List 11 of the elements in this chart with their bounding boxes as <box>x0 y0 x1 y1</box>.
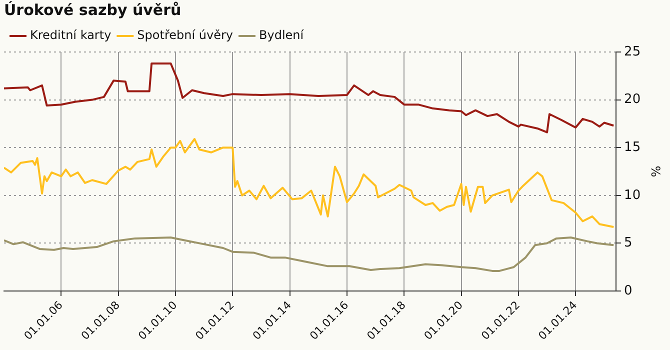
y-tick-label: 5 <box>624 236 632 251</box>
y-tick-label: 25 <box>624 44 641 60</box>
y-tick-label: 20 <box>624 92 641 108</box>
legend-label: Spotřební úvěry <box>137 28 234 42</box>
legend-label: Bydlení <box>258 28 304 42</box>
y-tick-label: 0 <box>624 283 632 298</box>
y-axis-title: % <box>648 166 663 178</box>
legend-label: Kreditní karty <box>30 28 112 42</box>
y-tick-label: 10 <box>624 188 641 203</box>
y-tick-label: 15 <box>624 140 641 155</box>
chart-title: Úrokové sazby úvěrů <box>4 0 182 19</box>
